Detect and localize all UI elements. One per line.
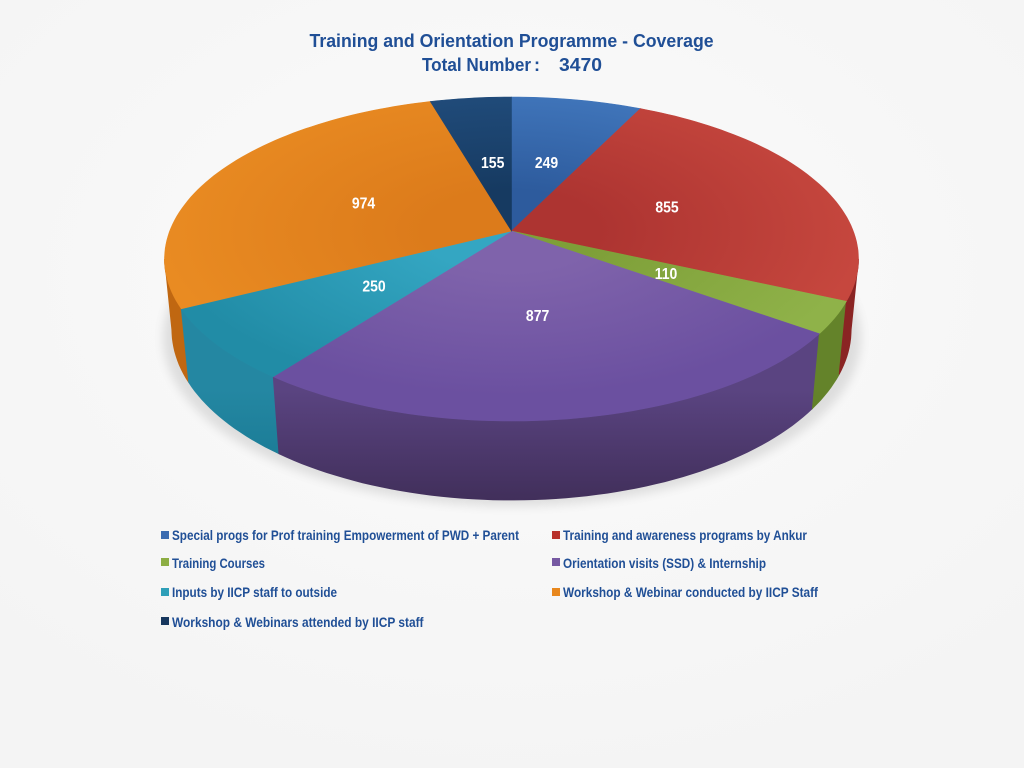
svg-text:855: 855	[655, 199, 678, 217]
svg-text:250: 250	[362, 278, 385, 296]
svg-text:877: 877	[526, 307, 549, 325]
svg-text:249: 249	[535, 154, 558, 172]
svg-text:155: 155	[481, 154, 504, 172]
svg-text:974: 974	[352, 195, 376, 213]
svg-text:110: 110	[655, 265, 678, 283]
